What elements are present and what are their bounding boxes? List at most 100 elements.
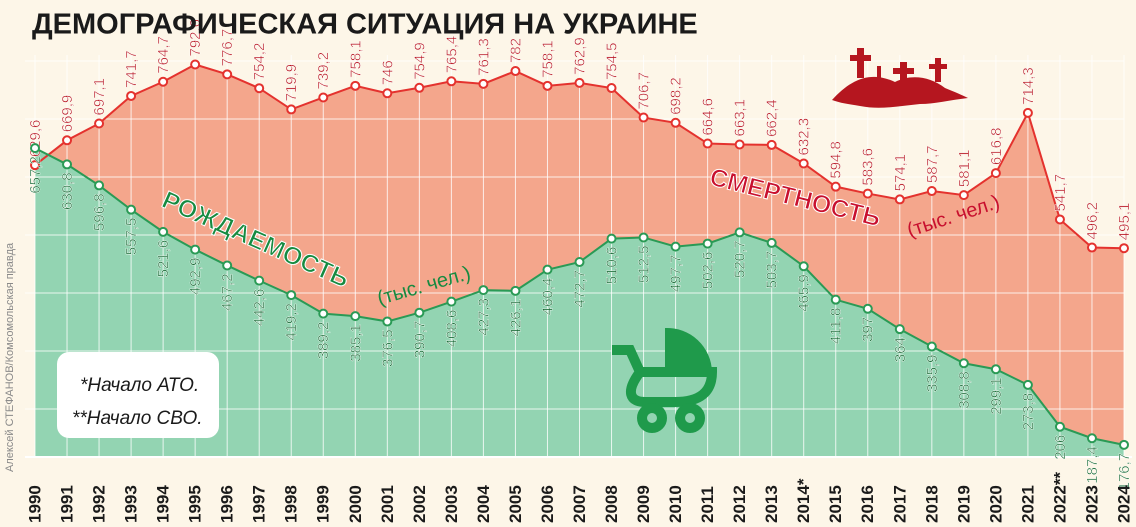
value-label: 657,2 [27,156,44,194]
point [1056,423,1064,431]
point [351,312,359,320]
value-label: 664,6 [700,98,717,136]
note: **Начало СВО. [72,408,203,429]
point [1120,244,1128,252]
point [672,243,680,251]
x-tick-label: 2015 [826,485,845,523]
value-label: 616,8 [988,128,1005,166]
value-label: 520,7 [732,240,749,278]
value-label: 754,9 [411,42,428,80]
point [159,228,167,236]
point [1024,109,1032,117]
point [223,70,231,78]
chart-title: ДЕМОГРАФИЧЕСКАЯ СИТУАЦИЯ НА УКРАИНЕ [32,9,698,41]
point [928,187,936,195]
point [800,262,808,270]
value-label: 632,3 [796,118,813,156]
value-label: 187,4 [1084,446,1101,484]
value-label: 697,1 [91,78,108,116]
value-label: 512,5 [636,245,653,283]
point [287,105,295,113]
point [640,233,648,241]
value-label: 596,8 [91,193,108,231]
value-label: 385,1 [347,324,364,362]
point [223,261,231,269]
x-tick-label: 2011 [698,486,717,523]
value-label: 541,7 [1052,174,1069,212]
value-label: 746 [379,60,396,85]
point [319,93,327,101]
value-label: 411,8 [828,308,845,344]
value-label: 583,6 [860,148,877,186]
point [543,266,551,274]
value-label: 741,7 [123,50,140,88]
value-label: 754,2 [251,43,268,81]
value-label: 419,2 [283,303,300,341]
x-tick-label: 1997 [250,485,269,523]
value-label: 594,8 [828,141,845,179]
point [1024,381,1032,389]
x-tick-label: 2006 [538,485,557,523]
value-label: 408,6 [443,310,460,348]
value-label: 587,7 [924,145,941,183]
value-label: 758,1 [347,40,364,78]
value-label: 764,7 [155,36,172,74]
point [960,359,968,367]
x-tick-label: 2004 [474,485,493,523]
value-label: 389,2 [315,322,332,360]
point [319,310,327,318]
point [255,84,263,92]
note: *Начало АТО. [80,375,199,396]
point [159,78,167,86]
value-label: 719,9 [283,64,300,102]
point [287,291,295,299]
point [1088,244,1096,252]
point [640,114,648,122]
point [768,141,776,149]
value-label: 706,7 [636,72,653,110]
value-label: 502,6 [700,252,717,290]
x-tick-label: 1998 [282,485,301,523]
value-label: 557,5 [123,218,140,256]
x-tick-label: 1999 [314,485,333,523]
point [832,183,840,191]
x-tick-label: 2002 [410,485,429,523]
point [351,82,359,90]
value-label: 497,7 [668,255,685,293]
value-label: 739,2 [315,52,332,90]
point [479,286,487,294]
value-label: 521,6 [155,240,172,278]
value-label: 467,2 [219,273,236,311]
point [511,67,519,75]
x-tick-label: 2012 [730,485,749,523]
point [191,61,199,69]
value-label: 460,4 [539,278,556,316]
value-label: 299,1 [988,377,1005,415]
value-label: 206 [1052,435,1069,460]
x-tick-label: 1994 [154,485,173,523]
point [63,136,71,144]
point [736,228,744,236]
point [447,298,455,306]
x-tick-label: 2003 [442,485,461,523]
value-label: 754,5 [603,42,620,80]
point [191,246,199,254]
point [63,160,71,168]
point [928,343,936,351]
point [768,239,776,247]
value-label: 662,4 [764,99,781,137]
x-tick-label: 1993 [122,485,141,523]
chart: 629,6669,9697,1741,7764,7792,6776,7754,2… [0,0,1136,527]
point [543,82,551,90]
value-label: 765,4 [443,36,460,74]
point [447,77,455,85]
value-label: 426,1 [507,299,524,337]
point [800,159,808,167]
point [1056,215,1064,223]
value-label: 442,6 [251,289,268,327]
value-label: 510,6 [603,247,620,285]
value-label: 663,1 [732,99,749,137]
value-label: 758,1 [539,40,556,78]
x-tick-label: 2024 [1114,485,1133,523]
point [608,235,616,243]
